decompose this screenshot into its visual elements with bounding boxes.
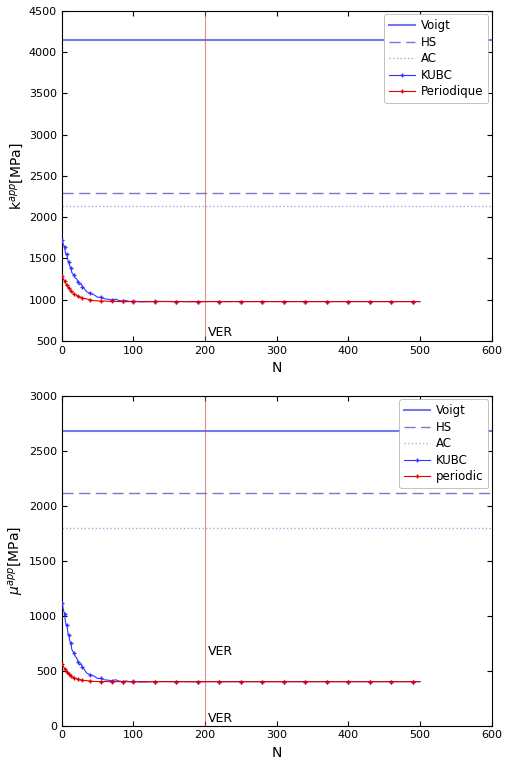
Line: KUBC: KUBC bbox=[60, 601, 422, 684]
periodic bbox=[71, 673, 77, 683]
HS bbox=[59, 189, 65, 198]
Periodique bbox=[112, 297, 119, 306]
Legend: Voigt, HS, AC, KUBC, periodic: Voigt, HS, AC, KUBC, periodic bbox=[399, 400, 488, 488]
KUBC bbox=[112, 675, 119, 684]
X-axis label: N: N bbox=[271, 746, 282, 760]
Periodique bbox=[71, 289, 77, 298]
periodic bbox=[112, 677, 119, 686]
Periodique bbox=[120, 297, 126, 306]
AC bbox=[59, 202, 65, 211]
periodic bbox=[91, 676, 97, 686]
periodic bbox=[181, 677, 187, 686]
KUBC bbox=[137, 298, 144, 307]
Text: VER: VER bbox=[208, 326, 233, 339]
KUBC bbox=[120, 677, 126, 686]
KUBC bbox=[60, 235, 66, 245]
Y-axis label: $\mu^{app}$[MPa]: $\mu^{app}$[MPa] bbox=[7, 526, 26, 595]
HS bbox=[60, 189, 66, 198]
KUBC bbox=[60, 598, 66, 607]
Voigt bbox=[59, 35, 65, 44]
Text: VER: VER bbox=[208, 713, 233, 726]
KUBC bbox=[95, 292, 101, 301]
KUBC bbox=[91, 671, 97, 680]
AC bbox=[59, 523, 65, 532]
Periodique bbox=[417, 297, 423, 306]
periodic bbox=[95, 677, 101, 686]
KUBC bbox=[71, 648, 77, 657]
KUBC bbox=[417, 677, 423, 686]
AC bbox=[60, 202, 66, 211]
periodic bbox=[417, 677, 423, 686]
Line: periodic: periodic bbox=[60, 662, 422, 684]
Text: VER: VER bbox=[208, 645, 233, 658]
Legend: Voigt, HS, AC, KUBC, Periodique: Voigt, HS, AC, KUBC, Periodique bbox=[384, 15, 488, 103]
Voigt bbox=[59, 426, 65, 436]
KUBC bbox=[91, 290, 97, 299]
KUBC bbox=[137, 677, 144, 686]
KUBC bbox=[120, 297, 126, 306]
Periodique bbox=[95, 296, 101, 305]
Voigt bbox=[60, 426, 66, 436]
Line: KUBC: KUBC bbox=[60, 238, 422, 304]
HS bbox=[60, 488, 66, 497]
Y-axis label: k$^{app}$[MPa]: k$^{app}$[MPa] bbox=[9, 142, 26, 209]
AC bbox=[60, 523, 66, 532]
KUBC bbox=[112, 295, 119, 304]
X-axis label: N: N bbox=[271, 361, 282, 375]
KUBC bbox=[71, 271, 77, 280]
Periodique bbox=[60, 272, 66, 281]
KUBC bbox=[95, 674, 101, 683]
KUBC bbox=[181, 297, 187, 306]
periodic bbox=[120, 677, 126, 686]
periodic bbox=[60, 660, 66, 669]
Periodique bbox=[123, 297, 129, 306]
Periodique bbox=[91, 296, 97, 305]
HS bbox=[59, 488, 65, 497]
periodic bbox=[123, 677, 129, 686]
Periodique bbox=[181, 297, 187, 306]
KUBC bbox=[417, 297, 423, 306]
KUBC bbox=[181, 677, 187, 686]
Line: Periodique: Periodique bbox=[60, 274, 422, 304]
Voigt bbox=[60, 35, 66, 44]
